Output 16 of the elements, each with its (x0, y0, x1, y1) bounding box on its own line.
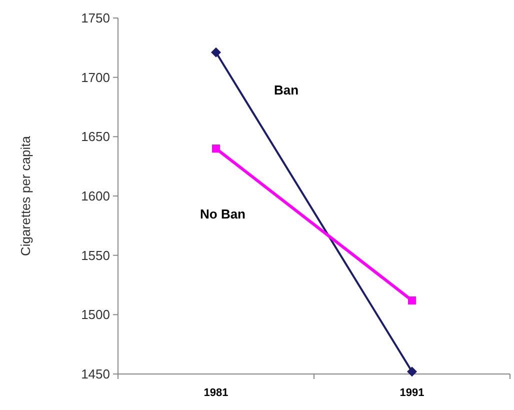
x-tick-label: 1981 (204, 387, 228, 399)
y-tick-label: 1550 (81, 248, 110, 263)
text: No Ban (200, 206, 246, 222)
y-tick-label: 1600 (81, 188, 110, 204)
y-tick-label: 1500 (81, 307, 110, 322)
point (408, 296, 416, 304)
x-tick-label: 1991 (400, 387, 424, 399)
y-tick-label: 1750 (81, 10, 110, 26)
point (212, 144, 220, 153)
y-tick-label: 1650 (81, 129, 110, 144)
series-label: Ban (274, 82, 299, 98)
point (407, 366, 417, 377)
y-tick-label: 1450 (81, 366, 110, 382)
point (211, 47, 221, 58)
y-tick-label: 1700 (81, 70, 110, 85)
y-axis-title: Cigarettes per capita (18, 135, 33, 256)
